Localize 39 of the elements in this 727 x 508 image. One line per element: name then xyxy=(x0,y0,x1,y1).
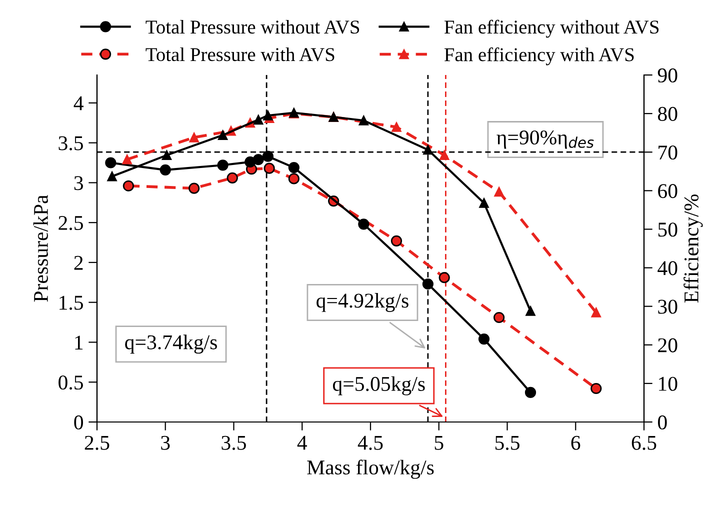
y-tick-label: 3.5 xyxy=(58,136,83,150)
x-axis-title: Mass flow/kg/s xyxy=(307,460,434,479)
y2-tick-label: 10 xyxy=(659,376,678,391)
legend-label: Fan efficiency with AVS xyxy=(444,47,634,66)
annotation: η=90%η$_{des}$ xyxy=(496,130,594,149)
x-tick-label: 4 xyxy=(297,436,308,450)
x-tick-label: 5 xyxy=(434,436,444,450)
x-tick-label: 6.5 xyxy=(632,436,656,450)
y-tick-label: 1 xyxy=(75,336,83,350)
y-tick-label: 2 xyxy=(74,256,83,270)
legend-label: Fan efficiency without AVS xyxy=(444,20,659,38)
y-tick-label: 4 xyxy=(74,96,84,110)
x-tick-label: 5.5 xyxy=(495,436,520,450)
annotation: q=3.74kg/s xyxy=(125,334,217,354)
x-tick-label: 3 xyxy=(161,436,170,450)
y2-axis-title: Efficiency/% xyxy=(684,194,703,303)
y2-tick-label: 30 xyxy=(658,300,678,314)
annotation: q=4.92kg/s xyxy=(316,293,408,312)
y-tick-label: 1.5 xyxy=(60,296,83,310)
y2-tick-label: 90 xyxy=(658,68,678,82)
y-tick-label: 3 xyxy=(74,176,83,190)
y-tick-label: 2.5 xyxy=(58,216,83,230)
y2-tick-label: 20 xyxy=(658,338,678,352)
y2-tick-label: 0 xyxy=(658,415,667,430)
y-tick-label: 0.5 xyxy=(58,375,83,390)
x-tick-label: 2.5 xyxy=(84,436,110,450)
legend-label: Total Pressure with AVS xyxy=(146,47,334,62)
y-tick-label: 0 xyxy=(74,415,84,430)
legend-label: Total Pressure without AVS xyxy=(146,20,360,34)
y-axis-title: Pressure/kPa xyxy=(33,194,48,302)
y2-tick-label: 80 xyxy=(658,106,678,121)
y2-tick-label: 60 xyxy=(658,184,678,198)
y2-tick-label: 50 xyxy=(658,222,678,237)
x-tick-label: 6 xyxy=(571,436,580,450)
x-tick-label: 4.5 xyxy=(358,436,383,450)
y2-tick-label: 70 xyxy=(658,145,678,160)
annotation: q=5.05kg/s xyxy=(332,376,425,396)
x-tick-label: 3.5 xyxy=(222,436,246,450)
y2-tick-label: 40 xyxy=(658,261,678,276)
